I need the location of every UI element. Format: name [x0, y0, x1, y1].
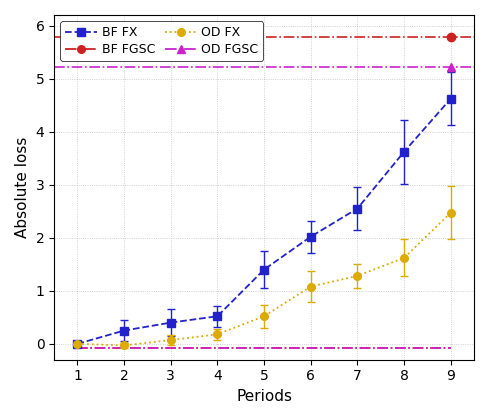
- Legend: BF FX, BF FGSC, OD FX, OD FGSC: BF FX, BF FGSC, OD FX, OD FGSC: [61, 21, 263, 61]
- X-axis label: Periods: Periods: [236, 389, 291, 404]
- Y-axis label: Absolute loss: Absolute loss: [15, 137, 30, 238]
